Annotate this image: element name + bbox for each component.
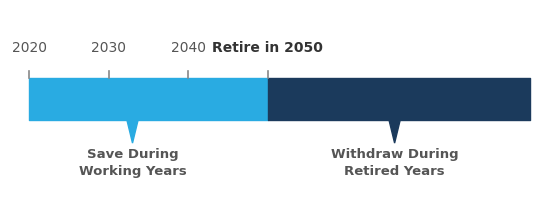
Text: Retire in 2050: Retire in 2050 [212, 41, 323, 55]
Text: 2020: 2020 [12, 41, 47, 55]
Polygon shape [127, 120, 138, 143]
Text: 2040: 2040 [171, 41, 206, 55]
Text: 2030: 2030 [91, 41, 126, 55]
Text: Save During
Working Years: Save During Working Years [79, 148, 186, 178]
Text: Withdraw During
Retired Years: Withdraw During Retired Years [331, 148, 458, 178]
Polygon shape [389, 120, 400, 143]
